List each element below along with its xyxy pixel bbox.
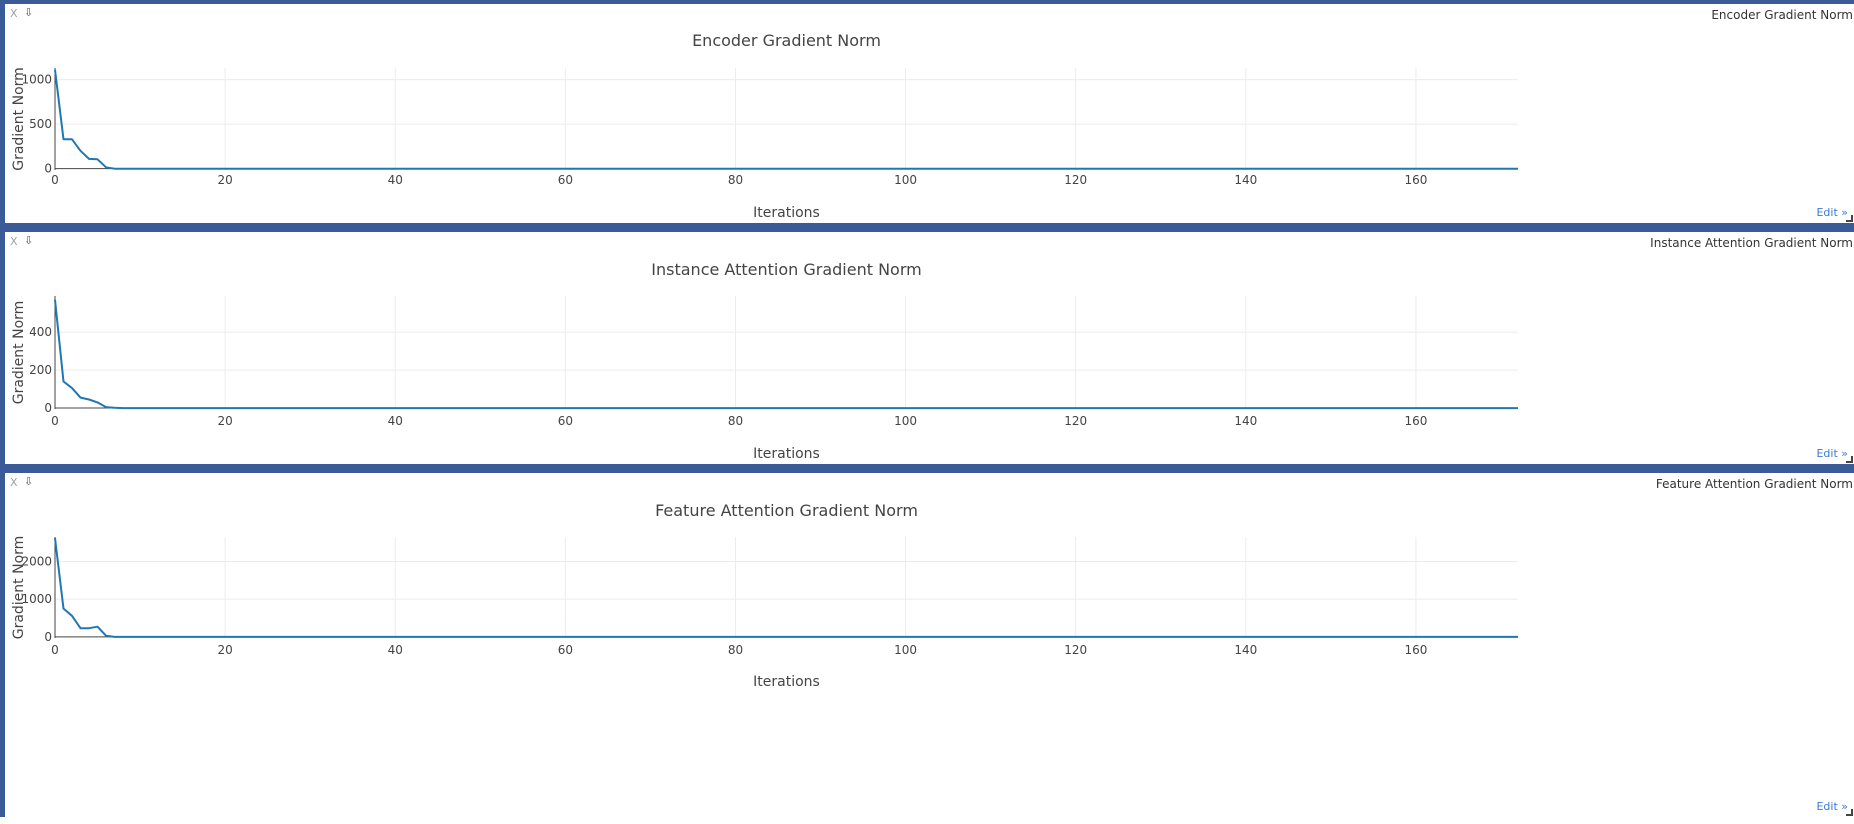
download-icon[interactable]: ⇩ [24,475,34,488]
y-tick-label: 400 [29,325,52,339]
chart-instance-attention-gradient-norm[interactable]: Instance Attention Gradient Norm 0 20 40 60 8… [5,232,1854,464]
chart-feature-attention-gradient-norm[interactable]: Feature Attention Gradient Norm 0 20 40 60 80… [5,473,1854,817]
edit-link[interactable]: Edit » [1816,206,1848,219]
resize-handle[interactable] [1846,215,1853,222]
edit-link[interactable]: Edit » [1816,447,1848,460]
x-tick-label: 40 [388,643,403,657]
x-tick-label: 60 [558,414,573,428]
x-tick-label: 80 [728,414,743,428]
y-tick-label: 500 [29,117,52,131]
panel-feature-attention-gradient-norm: X ⇩ Feature Attention Gradient Norm Feat… [5,473,1854,817]
y-axis-label: Gradient Norm [11,67,27,171]
x-tick-label: 160 [1404,173,1427,187]
x-tick-label: 80 [728,643,743,657]
series-line-0 [54,537,1518,638]
y-tick-label: 2000 [21,554,52,568]
x-tick-label: 0 [51,643,59,657]
y-tick-label: 0 [44,401,52,415]
x-tick-label: 120 [1064,643,1087,657]
y-axis-label: Gradient Norm [11,536,27,640]
x-tick-label: 20 [217,173,232,187]
x-axis-label: Iterations [753,205,820,221]
y-tick-label: 200 [29,363,52,377]
x-tick-label: 100 [894,643,917,657]
x-tick-label: 120 [1064,173,1087,187]
close-icon[interactable]: X [10,476,18,489]
x-tick-label: 140 [1234,643,1257,657]
series-line-0 [54,69,1518,170]
x-tick-label: 0 [51,414,59,428]
edit-link[interactable]: Edit » [1816,800,1848,813]
chart-title: Feature Attention Gradient Norm [655,501,918,520]
x-tick-label: 60 [558,173,573,187]
series-line-0 [54,299,1518,410]
x-tick-label: 20 [217,414,232,428]
close-icon[interactable]: X [10,7,18,20]
download-icon[interactable]: ⇩ [24,6,34,19]
x-tick-label: 40 [388,414,403,428]
x-tick-label: 140 [1234,173,1257,187]
chart-title: Encoder Gradient Norm [692,31,881,50]
download-icon[interactable]: ⇩ [24,234,34,247]
x-tick-label: 100 [894,173,917,187]
x-tick-label: 20 [217,643,232,657]
pane-label: Feature Attention Gradient Norm [1655,477,1853,491]
chart-encoder-gradient-norm[interactable]: Encoder Gradient Norm 0 20 40 60 80 100 120 140 1… [5,4,1854,223]
pane-label: Instance Attention Gradient Norm [1650,236,1853,250]
pane-label: Encoder Gradient Norm [1711,8,1853,22]
y-tick-label: 0 [44,630,52,644]
x-tick-label: 120 [1064,414,1087,428]
y-tick-label: 1000 [21,592,52,606]
y-tick-label: 1000 [21,73,52,87]
x-axis-label: Iterations [753,446,820,462]
close-icon[interactable]: X [10,235,18,248]
chart-title: Instance Attention Gradient Norm [651,260,921,279]
x-tick-label: 100 [894,414,917,428]
panel-encoder-gradient-norm: X ⇩ Encoder Gradient Norm Encoder Gradie… [5,4,1854,223]
x-tick-label: 40 [388,173,403,187]
resize-handle[interactable] [1846,456,1853,463]
x-tick-label: 160 [1404,414,1427,428]
y-axis-label: Gradient Norm [11,301,27,405]
x-tick-label: 60 [558,643,573,657]
x-tick-label: 80 [728,173,743,187]
resize-handle[interactable] [1846,809,1853,816]
x-tick-label: 140 [1234,414,1257,428]
x-tick-label: 0 [51,173,59,187]
panel-instance-attention-gradient-norm: X ⇩ Instance Attention Gradient Norm Ins… [5,232,1854,464]
bottom-strip [0,817,1854,824]
y-tick-label: 0 [44,162,52,176]
x-tick-label: 160 [1404,643,1427,657]
x-axis-label: Iterations [753,674,820,690]
